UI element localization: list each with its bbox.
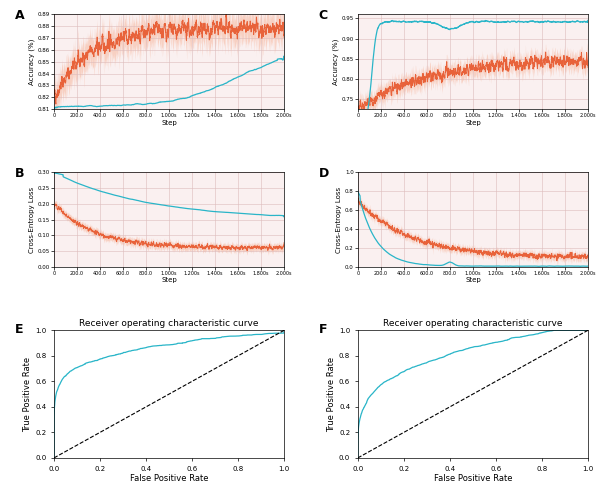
Y-axis label: True Positive Rate: True Positive Rate <box>23 357 32 432</box>
X-axis label: Step: Step <box>161 278 177 283</box>
Y-axis label: Accuracy (%): Accuracy (%) <box>332 39 338 85</box>
Text: F: F <box>319 322 327 335</box>
Y-axis label: Accuracy (%): Accuracy (%) <box>28 39 35 85</box>
Y-axis label: True Positive Rate: True Positive Rate <box>327 357 336 432</box>
X-axis label: Step: Step <box>465 278 481 283</box>
X-axis label: Step: Step <box>465 120 481 126</box>
X-axis label: False Positive Rate: False Positive Rate <box>130 474 208 482</box>
Title: Receiver operating characteristic curve: Receiver operating characteristic curve <box>383 319 563 328</box>
Text: D: D <box>319 167 329 180</box>
Y-axis label: Cross-Entropy Loss: Cross-Entropy Loss <box>29 187 35 253</box>
Text: A: A <box>15 9 25 22</box>
Text: E: E <box>15 322 23 335</box>
Title: Receiver operating characteristic curve: Receiver operating characteristic curve <box>79 319 259 328</box>
Text: C: C <box>319 9 328 22</box>
Text: B: B <box>15 167 25 180</box>
X-axis label: Step: Step <box>161 120 177 126</box>
Y-axis label: Cross-Entropy Loss: Cross-Entropy Loss <box>336 187 342 253</box>
X-axis label: False Positive Rate: False Positive Rate <box>434 474 512 482</box>
